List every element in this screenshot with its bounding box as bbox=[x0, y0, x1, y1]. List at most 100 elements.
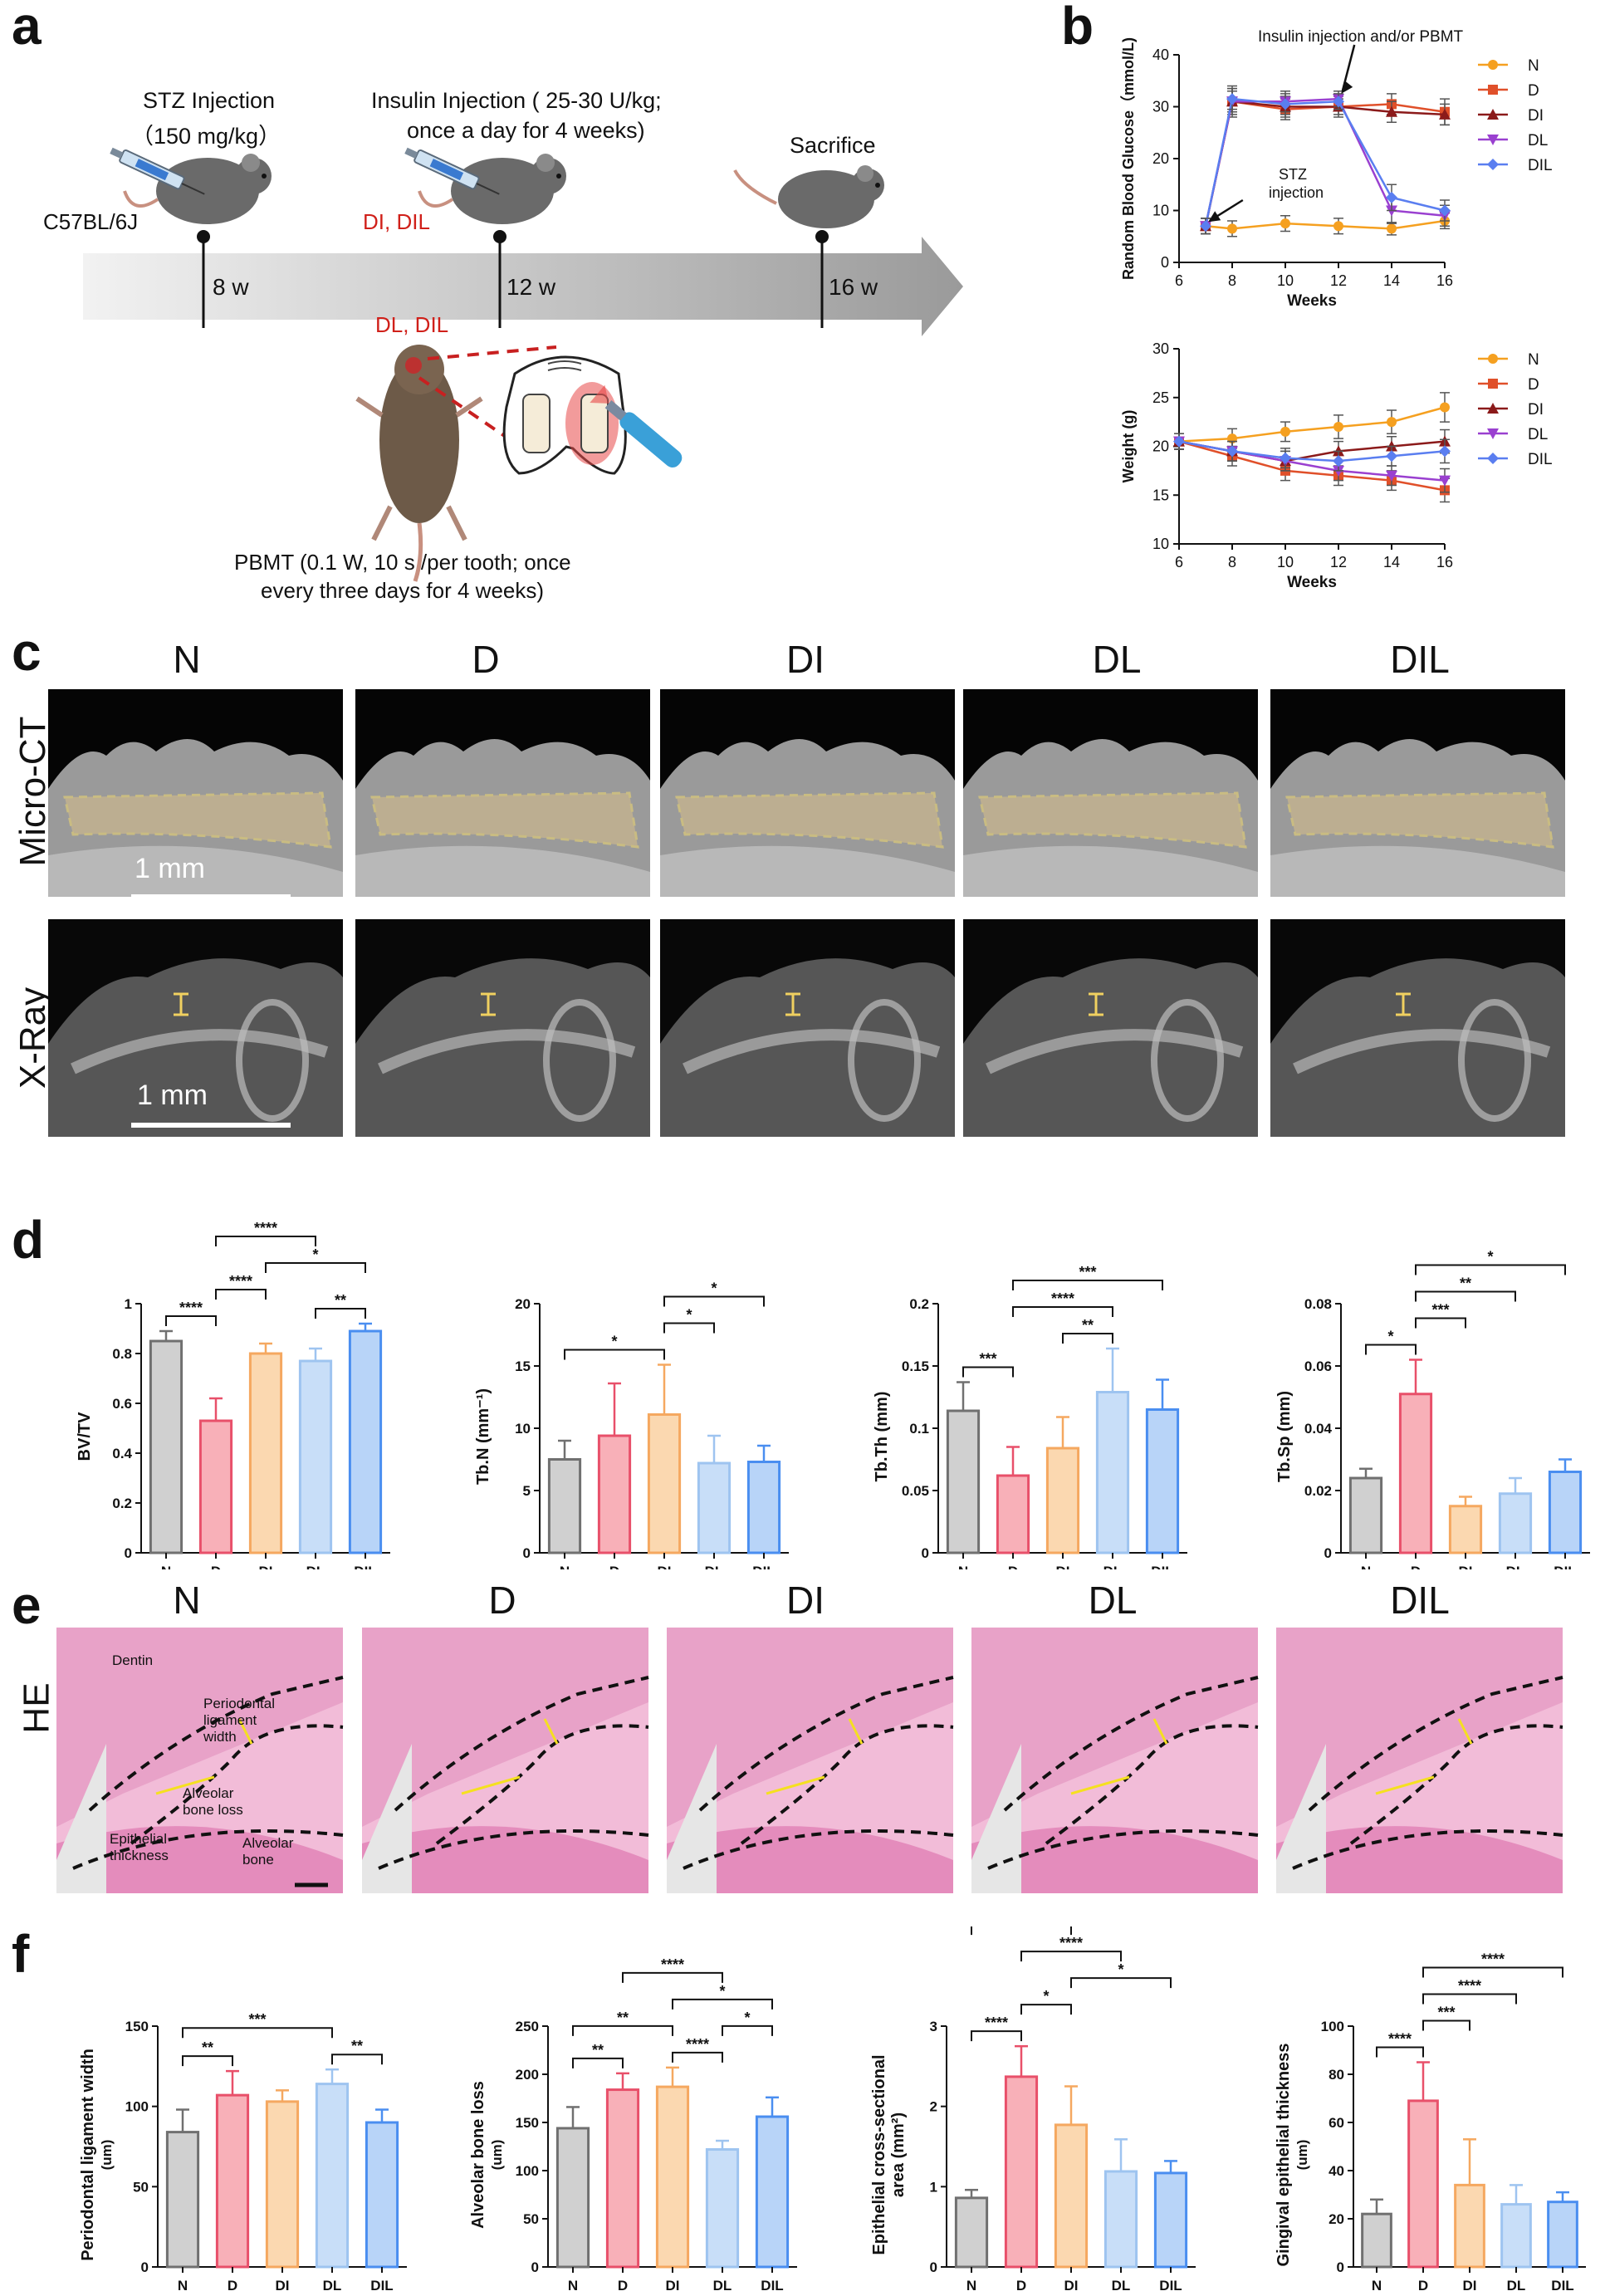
bar-DL bbox=[298, 1359, 333, 1554]
x-tick-label-DI: DI bbox=[666, 2278, 680, 2292]
zoom-lines bbox=[418, 345, 557, 442]
legend-label-N: N bbox=[1528, 351, 1539, 369]
sig-bracket: **** bbox=[1020, 1935, 1122, 1962]
x-tick-label-DL: DL bbox=[705, 1564, 724, 1569]
bar-N bbox=[555, 2127, 590, 2269]
sig-label: ** bbox=[617, 2010, 629, 2026]
marker-DI bbox=[1487, 109, 1499, 120]
he-tile-D bbox=[362, 1628, 649, 1893]
series-N: N bbox=[1201, 57, 1539, 237]
sig-label: **** bbox=[1051, 1290, 1074, 1307]
panel-c-title-di: DI bbox=[786, 638, 825, 681]
sig-bracket: ** bbox=[572, 2010, 673, 2036]
bone-roi-outline bbox=[978, 791, 1247, 849]
bar-N bbox=[149, 1339, 183, 1554]
x-tick-label-DI: DI bbox=[1056, 1564, 1070, 1569]
bar-DL bbox=[1500, 2203, 1532, 2269]
sacrifice-label: Sacrifice bbox=[790, 133, 876, 158]
sig-bracket: * bbox=[265, 1246, 366, 1273]
sig-label: ** bbox=[202, 2039, 213, 2056]
ann-abl-2: bone loss bbox=[183, 1802, 243, 1818]
micro-ct-tile-DIL bbox=[1270, 689, 1565, 897]
sig-bracket: * bbox=[722, 2010, 773, 2036]
sig-bracket: ** bbox=[1415, 1275, 1516, 1302]
y-tick-label: 0.15 bbox=[902, 1359, 929, 1374]
y-tick-label: 15 bbox=[1152, 487, 1169, 503]
y-tick-label: 0 bbox=[930, 2259, 937, 2275]
laser-groups-label: DL, DIL bbox=[375, 312, 449, 337]
y-tick-label: 0.06 bbox=[1304, 1359, 1332, 1374]
panel-d-charts: 00.20.40.60.81BV/TVNDDIDLDIL************… bbox=[25, 1193, 1603, 1579]
sig-label: * bbox=[711, 1280, 717, 1297]
x-tick-label: 8 bbox=[1228, 272, 1236, 289]
y-tick-label: 50 bbox=[523, 2211, 539, 2227]
y-tick-label: 250 bbox=[516, 2019, 539, 2034]
sig-bracket: * bbox=[1365, 1329, 1417, 1355]
y-tick-label: 20 bbox=[1152, 438, 1169, 455]
series-line-DL bbox=[1178, 440, 1446, 482]
y-tick-label: 0 bbox=[922, 1545, 929, 1561]
y-tick-label: 50 bbox=[133, 2179, 149, 2195]
x-tick-label-DIL: DIL bbox=[1551, 2278, 1573, 2292]
ann-bone-2: bone bbox=[242, 1852, 274, 1868]
y-tick-label: 0 bbox=[1337, 2259, 1344, 2275]
bar-D bbox=[597, 1434, 632, 1554]
bar-DL bbox=[1095, 1391, 1130, 1554]
marker-DL bbox=[1487, 135, 1499, 145]
sig-bracket: ** bbox=[1062, 1317, 1113, 1344]
bar-D bbox=[1398, 1393, 1433, 1554]
x-tick-label-DIL: DIL bbox=[1151, 1564, 1173, 1569]
y-tick-label: 5 bbox=[523, 1483, 531, 1499]
series-DIL: DIL bbox=[1173, 433, 1553, 472]
y-axis-label: Epithelial cross-sectional bbox=[870, 2054, 888, 2254]
bone-roi-outline bbox=[63, 791, 332, 849]
boundary-dashed-line bbox=[698, 1676, 954, 1812]
y-tick-label: 25 bbox=[1152, 389, 1169, 406]
week-8-label: 8 w bbox=[213, 274, 249, 300]
y-tick-label: 0.1 bbox=[909, 1421, 929, 1437]
panel-c-title-dil: DIL bbox=[1390, 638, 1450, 681]
x-tick-label-DL: DL bbox=[1506, 1564, 1525, 1569]
x-ray-scale-label: 1 mm bbox=[137, 1079, 208, 1111]
y-tick-label: 0 bbox=[531, 2259, 539, 2275]
sig-label: *** bbox=[248, 2011, 266, 2028]
y-tick-label: 200 bbox=[516, 2067, 539, 2083]
bar-DIL bbox=[1153, 2171, 1188, 2269]
bar-D bbox=[605, 2088, 640, 2269]
marker-DIL bbox=[1386, 450, 1397, 463]
legend-label-DI: DI bbox=[1528, 401, 1544, 419]
x-tick-label-N: N bbox=[568, 2278, 578, 2292]
x-tick-label-N: N bbox=[161, 1564, 171, 1569]
sig-bracket: **** bbox=[215, 1220, 316, 1246]
y-tick-label: 0 bbox=[1324, 1545, 1332, 1561]
measurement-arrow bbox=[766, 1775, 825, 1795]
x-tick-label: 16 bbox=[1436, 554, 1453, 570]
laser-probe-icon bbox=[590, 384, 683, 468]
marker-DIL bbox=[1333, 95, 1344, 108]
x-tick-label-DL: DL bbox=[323, 2278, 342, 2292]
measurement-arrow bbox=[1070, 1775, 1130, 1795]
sig-label: **** bbox=[1458, 1978, 1481, 1995]
y-tick-label: 40 bbox=[1152, 47, 1169, 63]
sig-label: * bbox=[686, 1307, 692, 1324]
y-tick-label: 0.2 bbox=[909, 1296, 929, 1312]
bar-DI bbox=[1454, 2183, 1485, 2269]
panel-d-chart-2: 00.050.10.150.2Tb.Th (mm)NDDIDLDIL******… bbox=[873, 1264, 1187, 1579]
mouse-insulin-icon bbox=[418, 154, 566, 224]
x-tick-label-DI: DI bbox=[1064, 2278, 1079, 2292]
x-tick-label-N: N bbox=[958, 1564, 968, 1569]
mouse-strain-label: C57BL/6J bbox=[43, 209, 139, 234]
y-tick-label: 100 bbox=[125, 2099, 149, 2115]
boundary-dashed-line bbox=[72, 1829, 344, 1870]
bar-DIL bbox=[746, 1461, 781, 1554]
x-tick-label-N: N bbox=[1372, 2278, 1382, 2292]
panel-c-title-dl: DL bbox=[1092, 638, 1142, 681]
sig-bracket: * bbox=[663, 1280, 765, 1307]
insulin-groups-label: DI, DIL bbox=[363, 209, 430, 234]
measurement-arrow bbox=[1457, 1718, 1473, 1745]
sig-label: ** bbox=[592, 2042, 604, 2059]
sig-label: **** bbox=[1388, 2031, 1412, 2048]
marker-N bbox=[1488, 60, 1498, 70]
bone-roi-outline bbox=[675, 791, 944, 849]
sig-label: *** bbox=[1437, 2005, 1455, 2021]
